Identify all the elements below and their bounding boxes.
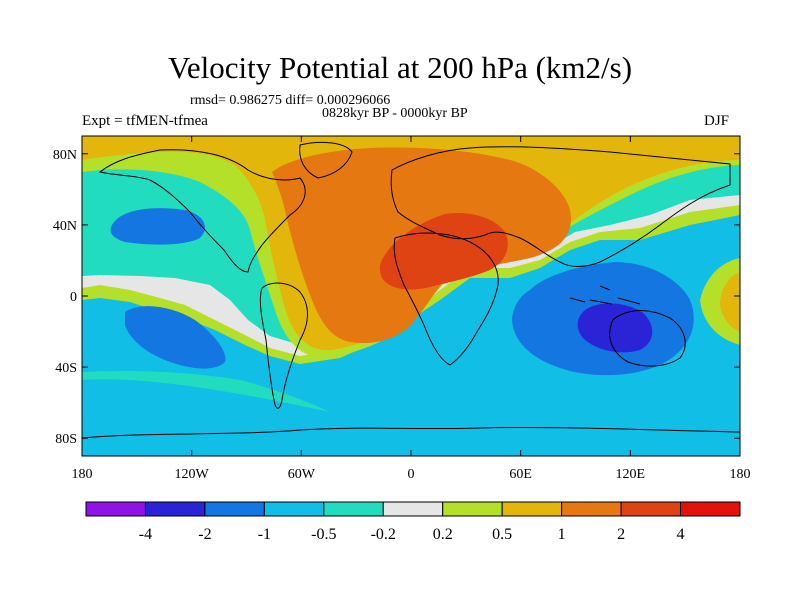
- colorbar: -4 -2 -1 -0.5 -0.2 0.2 0.5 1 2 4: [85, 501, 741, 543]
- field-pos-core: [379, 212, 508, 290]
- coast-africa: [393, 232, 499, 366]
- x-tick-label: 120E: [616, 467, 646, 482]
- colorbar-swatch: [442, 501, 503, 517]
- season-label: DJF: [704, 113, 730, 129]
- chart-title: Velocity Potential at 200 hPa (km2/s): [167, 50, 633, 85]
- colorbar-label: -2: [198, 526, 211, 543]
- colorbar-label: -4: [139, 526, 152, 543]
- coast-greenland: [299, 141, 353, 179]
- colorbar-swatch: [144, 501, 206, 517]
- colorbar-swatch: [680, 501, 741, 517]
- x-tick-label: 180: [730, 467, 751, 482]
- y-tick-label: 80S: [55, 432, 77, 447]
- y-tick-label: 0: [70, 290, 77, 305]
- coastlines: [82, 141, 740, 439]
- experiment-label: Expt = tfMEN-tfmea: [82, 113, 208, 129]
- field-io-core: [577, 303, 653, 353]
- period-label: 0828kyr BP - 0000kyr BP: [322, 106, 468, 121]
- field-right-edge-core: [720, 272, 740, 332]
- coast-australia: [609, 310, 686, 367]
- colorbar-swatch: [620, 501, 682, 517]
- x-tick-label: 180: [72, 467, 93, 482]
- colorbar-swatch: [501, 501, 563, 517]
- coast-south-america: [259, 282, 308, 409]
- axis-ticks: 180 120W 60W 0 60E 120E 180 80N 40N 0 40S 80S: [53, 136, 751, 482]
- colorbar-label: 1: [558, 526, 566, 543]
- x-tick-label: 60E: [509, 467, 532, 482]
- coast-antarctica: [82, 426, 740, 439]
- y-tick-label: 40S: [55, 361, 77, 376]
- colorbar-swatch: [85, 501, 146, 517]
- colorbar-swatch: [263, 501, 325, 517]
- colorbar-label: -1: [258, 526, 271, 543]
- colorbar-label: 2: [617, 526, 625, 543]
- colorbar-label: -0.2: [371, 526, 396, 543]
- y-tick-label: 80N: [53, 148, 77, 163]
- x-tick-label: 120W: [175, 467, 210, 482]
- coast-indonesia: [569, 285, 641, 305]
- colorbar-label: 0.5: [492, 526, 512, 543]
- colorbar-label: -0.5: [311, 526, 336, 543]
- colorbar-label: 0.2: [433, 526, 453, 543]
- x-tick-label: 60W: [288, 467, 316, 482]
- y-tick-label: 40N: [53, 219, 77, 234]
- field-npac-blue: [110, 208, 205, 245]
- colorbar-swatch: [382, 501, 444, 517]
- field-spac-blue: [125, 306, 226, 369]
- x-tick-label: 0: [408, 467, 415, 482]
- stats-line: rmsd= 0.986275 diff= 0.000296066: [190, 93, 391, 108]
- colorbar-swatch: [561, 501, 622, 517]
- field-north-teal-lobe: [82, 370, 330, 412]
- coast-eurasia: [390, 146, 731, 267]
- colorbar-swatch: [323, 501, 384, 517]
- colorbar-label: 4: [677, 526, 685, 543]
- coast-north-america: [98, 149, 306, 273]
- colorbar-swatch: [204, 501, 265, 517]
